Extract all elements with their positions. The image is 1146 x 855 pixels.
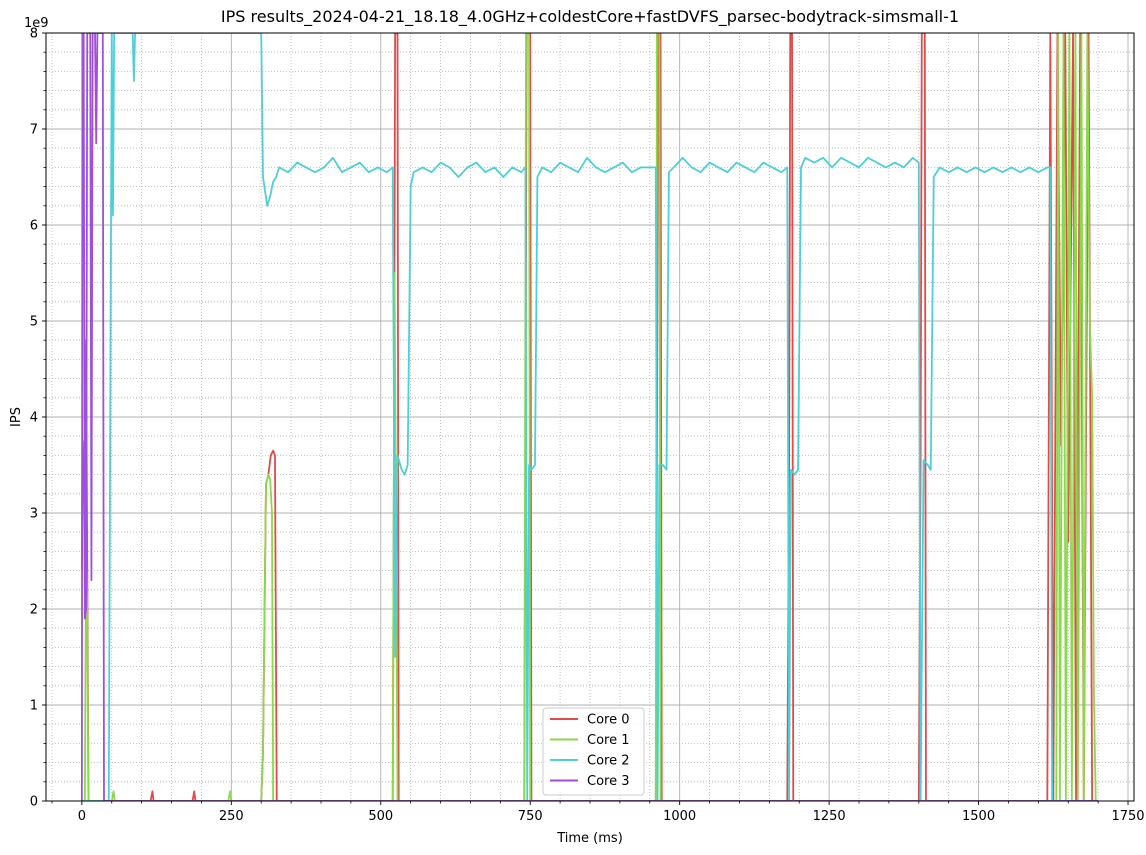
y-tick-label: 7: [30, 123, 38, 138]
y-tick-label: 6: [30, 219, 38, 234]
y-axis-label: IPS: [9, 407, 24, 427]
legend: Core 0 Core 1 Core 2 Core 3: [542, 707, 645, 796]
legend-label-core-3: Core 3: [587, 774, 630, 789]
x-tick-label: 500: [368, 809, 393, 824]
x-tick-label: 1750: [1111, 809, 1144, 824]
y-tick-label: 5: [30, 315, 38, 330]
x-tick-label: 750: [518, 809, 543, 824]
x-tick-label: 1250: [813, 809, 846, 824]
x-axis-label: Time (ms): [556, 831, 623, 846]
x-tick-label: 1500: [962, 809, 995, 824]
y-tick-label: 2: [30, 603, 38, 618]
legend-label-core-2: Core 2: [587, 754, 630, 769]
y-tick-label: 4: [30, 411, 38, 426]
y-scale-label: 1e9: [24, 16, 49, 31]
series-layer: [80, 33, 1099, 801]
series-line-core-2: [81, 33, 1099, 801]
tick-layer: 0 250 500 750 1000 1250 1500 1750 0 1 2 3 4 5 6 7 8: [30, 27, 1145, 825]
series-line-core-1: [81, 33, 1099, 801]
x-tick-label: 0: [78, 809, 86, 824]
x-tick-label: 1000: [663, 809, 696, 824]
y-tick-label: 0: [30, 795, 38, 810]
y-tick-label: 8: [30, 27, 38, 42]
legend-label-core-0: Core 0: [587, 713, 630, 728]
legend-label-core-1: Core 1: [587, 733, 630, 748]
y-tick-label: 3: [30, 507, 38, 522]
legend-box: [542, 707, 645, 796]
x-tick-label: 250: [219, 809, 244, 824]
series-line-core-3: [80, 33, 1099, 801]
chart-title: IPS results_2024-04-21_18.18_4.0GHz+cold…: [221, 7, 959, 27]
y-tick-label: 1: [30, 699, 38, 714]
